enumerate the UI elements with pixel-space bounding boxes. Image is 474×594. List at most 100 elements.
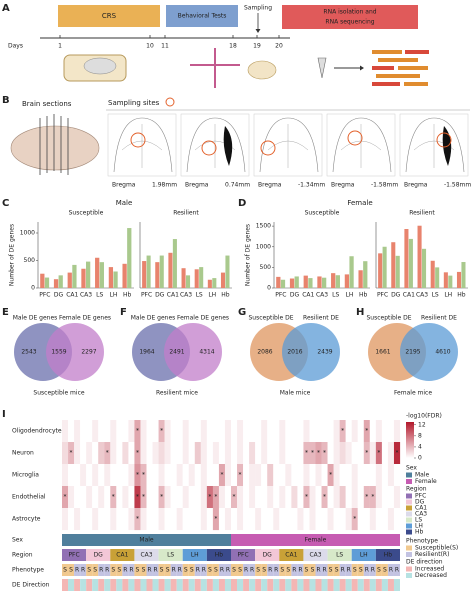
heat-cell bbox=[339, 420, 346, 443]
phenotype-letter: R bbox=[105, 567, 109, 574]
heat-cell bbox=[267, 464, 274, 487]
heat-cell bbox=[303, 464, 310, 487]
venn-count: 2491 bbox=[169, 349, 184, 356]
legend-swatch bbox=[406, 552, 412, 557]
direction-bar bbox=[351, 579, 358, 591]
heat-cell bbox=[182, 464, 189, 487]
heat-cell bbox=[164, 464, 171, 487]
heat-cell bbox=[381, 486, 389, 509]
sequencing-reads bbox=[372, 50, 429, 86]
sites-title: Sampling sites bbox=[108, 99, 160, 107]
bar bbox=[417, 225, 422, 288]
heat-cell bbox=[387, 508, 395, 531]
venn-set-label: Resilient DE bbox=[303, 315, 339, 322]
heat-cell bbox=[182, 442, 189, 465]
heat-cell bbox=[176, 486, 183, 509]
heat-cell bbox=[291, 508, 298, 531]
heat-cell bbox=[327, 464, 334, 487]
brain-illustration bbox=[10, 125, 100, 171]
bar bbox=[280, 279, 286, 288]
heat-cell bbox=[176, 442, 183, 465]
arrow-head bbox=[255, 29, 261, 33]
day-label: 11 bbox=[161, 43, 169, 50]
heat-cell bbox=[261, 508, 268, 531]
phenotype-bar bbox=[303, 564, 310, 576]
region-bar bbox=[182, 549, 207, 561]
venn-caption: Susceptible mice bbox=[33, 390, 84, 397]
x-tick-label: DG bbox=[391, 292, 401, 299]
heat-cell bbox=[74, 420, 81, 443]
direction-bar bbox=[104, 579, 111, 591]
heat-cell bbox=[80, 464, 87, 487]
heat-cell bbox=[74, 486, 81, 509]
heat-cell bbox=[104, 420, 111, 443]
heat-cell bbox=[285, 464, 292, 487]
sig-marker: * bbox=[371, 494, 374, 501]
heat-cell bbox=[291, 420, 298, 443]
legend-label: Susceptible(S) bbox=[415, 545, 458, 552]
phenotype-letter: S bbox=[262, 567, 266, 574]
phenotype-bar bbox=[351, 564, 358, 576]
direction-bar bbox=[170, 579, 177, 591]
heat-cell bbox=[128, 464, 135, 487]
heat-cell bbox=[62, 420, 69, 443]
x-tick-label: DG bbox=[54, 292, 64, 299]
heat-cell bbox=[345, 508, 352, 531]
phenotype-bar bbox=[146, 564, 153, 576]
phenotype-letter: R bbox=[274, 567, 278, 574]
bar bbox=[448, 275, 453, 288]
direction-bar bbox=[62, 579, 69, 591]
direction-bar bbox=[315, 579, 322, 591]
phenotype-letter: S bbox=[232, 567, 236, 574]
bar bbox=[358, 270, 363, 288]
venn-set-label: Susceptible DE bbox=[366, 315, 411, 322]
heat-cell bbox=[212, 464, 220, 487]
chart-title: Susceptible bbox=[305, 210, 340, 217]
x-tick-label: PFC bbox=[141, 292, 152, 299]
sig-marker: * bbox=[377, 450, 380, 457]
panel-label: B bbox=[2, 95, 10, 106]
heat-cell bbox=[315, 486, 322, 509]
bar bbox=[404, 229, 409, 288]
heat-cell bbox=[104, 486, 111, 509]
heat-cell bbox=[164, 442, 171, 465]
colorbar-tick-label: 8 bbox=[418, 432, 422, 439]
region-bar-label: Hb bbox=[215, 552, 224, 559]
stage-box bbox=[58, 5, 160, 27]
heat-cell bbox=[188, 508, 195, 531]
heat-cell bbox=[351, 442, 358, 465]
phenotype-letter: S bbox=[335, 567, 339, 574]
heat-cell bbox=[261, 486, 268, 509]
sig-marker: * bbox=[353, 516, 356, 523]
region-bar-label: LS bbox=[167, 552, 174, 559]
heat-cell bbox=[110, 486, 117, 509]
phenotype-letter: R bbox=[75, 567, 79, 574]
direction-bar bbox=[74, 579, 81, 591]
heat-cell bbox=[188, 464, 195, 487]
phenotype-bar bbox=[182, 564, 189, 576]
phenotype-letter: R bbox=[316, 567, 320, 574]
heat-cell bbox=[98, 464, 105, 487]
phenotype-bar bbox=[393, 564, 400, 576]
region-bar-label: LS bbox=[336, 552, 343, 559]
phenotype-bar bbox=[273, 564, 280, 576]
region-bar-label: PFC bbox=[237, 552, 248, 559]
heat-cell bbox=[357, 508, 364, 531]
heat-cell bbox=[140, 464, 147, 487]
heat-cell bbox=[128, 508, 135, 531]
heat-cell bbox=[375, 464, 382, 487]
heat-cell bbox=[134, 420, 141, 443]
sex-title: Male bbox=[116, 199, 133, 207]
direction-bar bbox=[110, 579, 117, 591]
heat-cell bbox=[285, 442, 292, 465]
heat-cell bbox=[62, 442, 69, 465]
heat-cell bbox=[164, 420, 171, 443]
heat-cell bbox=[339, 508, 346, 531]
heat-cell bbox=[92, 508, 99, 531]
sig-marker: * bbox=[365, 428, 368, 435]
heat-cell bbox=[327, 420, 334, 443]
heat-cell bbox=[128, 486, 135, 509]
bar-charts: Susceptible 0 500 1000 Number of DE genes PFC… bbox=[9, 210, 468, 299]
direction-bar bbox=[339, 579, 346, 591]
bar bbox=[99, 262, 104, 288]
